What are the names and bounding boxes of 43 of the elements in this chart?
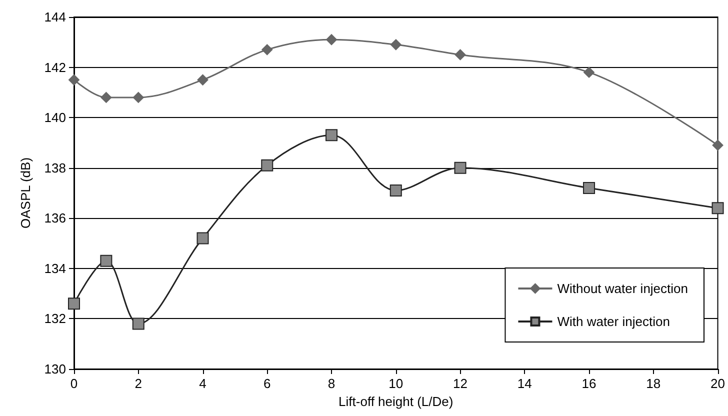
point — [712, 202, 724, 214]
point — [454, 49, 466, 60]
y-tick-label: 142 — [44, 60, 66, 75]
point — [390, 39, 402, 50]
x-axis-title: Lift-off height (L/De) — [338, 394, 454, 409]
point — [326, 34, 338, 46]
point — [326, 129, 338, 142]
x-tick-label: 14 — [517, 376, 532, 391]
x-tick-label: 4 — [199, 376, 206, 391]
y-tick-label: 140 — [44, 110, 66, 126]
x-tick-label: 8 — [328, 376, 336, 391]
point — [262, 44, 273, 56]
point — [197, 74, 208, 86]
x-tick-label: 6 — [264, 376, 271, 391]
x-tick-label: 10 — [388, 376, 404, 391]
x-tick-label: 0 — [70, 376, 78, 391]
point — [100, 92, 112, 103]
legend-label: With water injection — [557, 314, 670, 329]
y-tick-label: 132 — [44, 311, 66, 326]
point — [68, 298, 80, 310]
y-tick-label: 138 — [44, 160, 66, 176]
y-tick-label: 130 — [44, 362, 66, 376]
y-tick-label: 136 — [44, 210, 66, 226]
x-tick-label: 20 — [710, 376, 726, 391]
point — [68, 74, 80, 86]
point — [132, 318, 144, 330]
point — [100, 254, 112, 267]
point — [584, 66, 595, 78]
point — [390, 184, 402, 196]
point — [712, 140, 724, 151]
legend-label: Without water injection — [557, 281, 688, 296]
x-tick-label: 18 — [646, 376, 661, 391]
x-tick-label: 12 — [453, 376, 468, 391]
point — [196, 232, 209, 244]
x-tick-label: 2 — [134, 376, 142, 391]
y-tick-label: 134 — [44, 260, 66, 276]
point — [454, 162, 466, 174]
point — [583, 182, 596, 194]
point — [261, 159, 274, 172]
y-tick-label: 144 — [44, 10, 66, 24]
x-tick-label: 16 — [582, 376, 596, 391]
point — [132, 92, 144, 103]
y-axis-title: OASPL (dB) — [18, 157, 33, 229]
